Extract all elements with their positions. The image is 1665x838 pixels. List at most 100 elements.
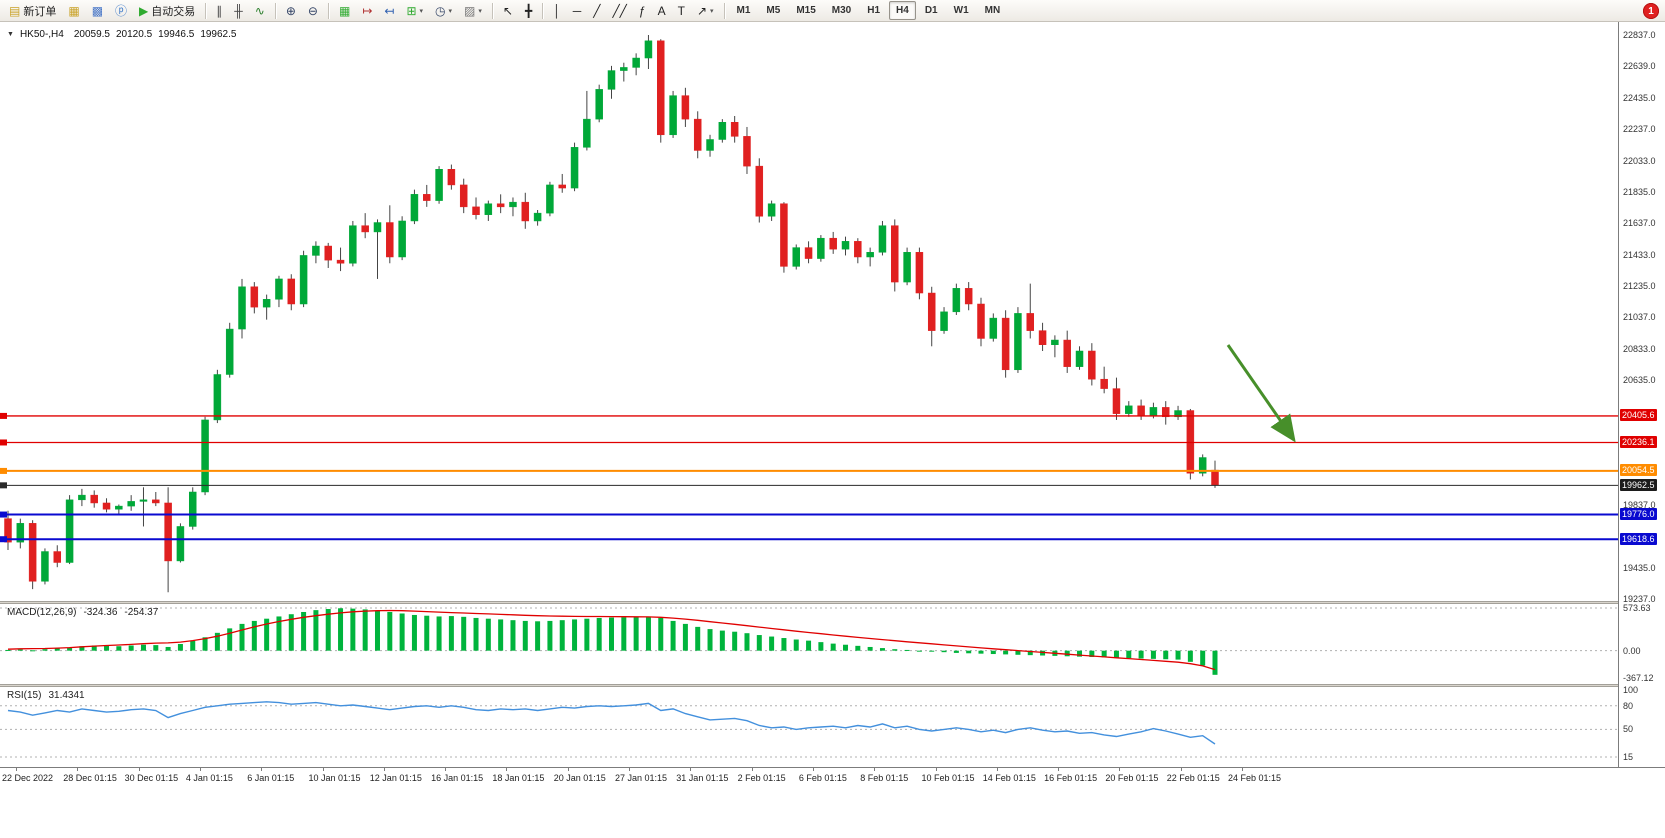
auto-scroll-button[interactable]: ↦ (357, 1, 377, 20)
tf-mn-button-label: MN (984, 5, 1001, 16)
autotrading-button[interactable]: ▶ 自动交易 (134, 1, 200, 20)
text-label-button[interactable]: T (673, 1, 690, 20)
dropdown-arrow-icon: ▾ (478, 7, 482, 15)
time-tick-mark (138, 768, 140, 771)
tf-h1-button[interactable]: H1 (860, 1, 887, 20)
indicators-button[interactable]: ⊞ ▾ (401, 1, 428, 20)
toolbar-separator (274, 2, 276, 19)
macd-axis-label: 0.00 (1623, 645, 1641, 656)
periods-button[interactable]: ◷ ▾ (430, 1, 457, 20)
line-chart-button[interactable]: ∿ (250, 1, 270, 20)
bar-chart-icon: ∥ (216, 3, 223, 18)
tf-m30-button[interactable]: M30 (825, 1, 858, 20)
vertical-line-button[interactable]: │ (548, 1, 566, 20)
price-line-badge: 19962.5 (1620, 478, 1657, 491)
price-tick-label: 22237.0 (1623, 124, 1656, 134)
time-tick-label: 4 Jan 01:15 (185, 773, 233, 783)
crosshair-button[interactable]: ╋ (520, 1, 537, 20)
macd-axis-label: -367.12 (1623, 673, 1654, 683)
cursor-button[interactable]: ↖ (498, 1, 518, 20)
tf-mn-button[interactable]: MN (978, 1, 1008, 20)
tf-h4-button-label: H4 (896, 5, 909, 16)
ohlc-open-value: 20059.5 (73, 29, 110, 40)
time-tick-label: 12 Jan 01:15 (369, 773, 422, 783)
time-axis[interactable]: 22 Dec 2022 28 Dec 01:15 30 Dec 01:15 4 Jan… (0, 767, 1665, 838)
time-tick-label: 8 Feb 01:15 (860, 773, 909, 783)
trendline-button[interactable]: ╱ (588, 1, 605, 20)
tf-m1-button[interactable]: M1 (730, 1, 758, 20)
zoom-out-button[interactable]: ⊖ (303, 1, 323, 20)
macd-main-value: -324.36 (83, 607, 118, 618)
horizontal-line-button[interactable]: ─ (568, 1, 587, 20)
tf-m5-button[interactable]: M5 (759, 1, 787, 20)
rsi-axis-label: 80 (1623, 700, 1634, 711)
price-tick-label: 20833.0 (1623, 343, 1656, 354)
price-tick-label: 21235.0 (1623, 280, 1656, 291)
time-tick-mark (935, 768, 937, 771)
navigator-icon: ▩ (91, 3, 104, 18)
time-tick-mark (751, 768, 753, 771)
panel-divider[interactable] (0, 684, 1665, 687)
macd-signal-value: -254.37 (124, 607, 159, 618)
metaeditor-button[interactable]: ⓟ (110, 1, 132, 20)
templates-button[interactable]: ▨ ▾ (459, 1, 487, 20)
templates-icon: ▨ (464, 3, 476, 18)
trend-arrow-annotation[interactable] (1226, 344, 1296, 443)
candlestick-chart-button[interactable]: ╫ (229, 1, 248, 20)
fibonacci-button[interactable]: ƒ (634, 1, 651, 20)
bar-chart-button[interactable]: ∥ (211, 1, 227, 20)
metaeditor-icon: ⓟ (115, 3, 128, 18)
time-tick-label: 14 Feb 01:15 (982, 773, 1036, 783)
time-tick-mark (261, 768, 263, 771)
time-tick-mark (812, 768, 814, 771)
price-tick-label: 21433.0 (1623, 249, 1656, 260)
macd-label: MACD(12,26,9) (7, 607, 77, 618)
rsi-canvas[interactable] (0, 687, 1618, 767)
hline-marker-icon (0, 412, 7, 419)
time-tick-mark (77, 768, 79, 771)
toolbar-separator (205, 2, 207, 19)
time-tick-label: 31 Jan 01:15 (676, 773, 729, 783)
tf-d1-button[interactable]: D1 (918, 1, 945, 20)
zoom-in-button[interactable]: ⊕ (281, 1, 301, 20)
chart-collapse-icon[interactable]: ▼ (7, 31, 14, 38)
new-order-button[interactable]: ▤ 新订单 (4, 1, 61, 20)
vertical-line-icon: │ (553, 3, 561, 18)
dropdown-arrow-icon: ▾ (419, 7, 424, 15)
price-chart-canvas[interactable] (0, 22, 1618, 601)
price-tick-label: 22435.0 (1623, 92, 1656, 103)
time-tick-label: 30 Dec 01:15 (124, 773, 179, 783)
price-line-badge: 19618.6 (1620, 532, 1657, 545)
text-button[interactable]: A (653, 1, 671, 20)
tf-h4-button[interactable]: H4 (889, 1, 916, 20)
notification-badge[interactable]: 1 (1643, 3, 1659, 19)
tf-w1-button[interactable]: W1 (947, 1, 976, 20)
time-tick-mark (1180, 768, 1182, 771)
navigator-button[interactable]: ▩ (87, 1, 108, 20)
autotrading-button-label: 自动交易 (151, 5, 196, 18)
rsi-axis-label: 15 (1623, 751, 1634, 762)
macd-histogram (5, 608, 1218, 675)
time-tick-mark (996, 768, 998, 771)
autotrading-icon: ▶ (139, 3, 149, 18)
panel-divider[interactable] (0, 601, 1665, 604)
price-axis[interactable]: 22837.0 22639.0 22435.0 22237.0 22033.0 21835… (1618, 22, 1665, 767)
time-tick-mark (16, 768, 17, 771)
toolbar-separator (723, 2, 725, 19)
tf-m15-button[interactable]: M15 (789, 1, 822, 20)
price-tick-label: 19837.0 (1623, 500, 1656, 510)
macd-canvas[interactable] (0, 604, 1618, 684)
chart-shift-icon: ↤ (384, 3, 395, 18)
channel-button[interactable]: ╱╱ (607, 1, 631, 20)
chart-shift-button[interactable]: ↤ (379, 1, 399, 20)
arrows-button[interactable]: ↗ ▾ (692, 1, 719, 20)
tile-windows-button[interactable]: ▦ (334, 1, 355, 20)
market-watch-button[interactable]: ▦ (63, 1, 84, 20)
time-tick-mark (1058, 768, 1060, 771)
zoom-out-icon: ⊖ (307, 3, 318, 18)
candlestick-chart-icon: ╫ (234, 3, 243, 18)
time-tick-label: 20 Jan 01:15 (553, 773, 606, 783)
time-tick-label: 10 Feb 01:15 (921, 773, 975, 783)
tf-w1-button-label: W1 (953, 5, 969, 16)
hline-marker-icon (0, 439, 7, 446)
